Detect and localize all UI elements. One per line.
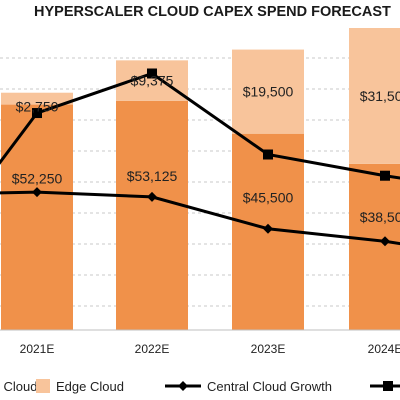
chart-title: HYPERSCALER CLOUD CAPEX SPEND FORECAST: [34, 4, 391, 20]
x-tick-2023e: 2023E: [251, 342, 286, 356]
marker-edge-cloud-growth-2024e: [380, 170, 390, 181]
x-tick-2024e: 2024E: [368, 342, 400, 356]
legend-item-edge-cloud: Edge Cloud: [36, 379, 124, 394]
bar-central-cloud-2022e: [116, 100, 188, 330]
bar-edge-cloud-2024e: [349, 28, 400, 164]
bar-edge-cloud-2023e: [232, 49, 304, 134]
data-label-edge-cloud-2023e: $19,500: [243, 84, 294, 100]
legend-item-edge-cloud-growth: Edge Cloud Growth: [370, 381, 400, 391]
x-tick-2022e: 2022E: [135, 342, 170, 356]
data-label-edge-cloud-2024e: $31,500: [360, 88, 400, 104]
marker-edge-cloud-growth-2023e: [263, 149, 273, 160]
legend: Central Cloud Edge Cloud Central Cloud Gro…: [0, 379, 400, 394]
legend-swatch-edge-cloud: [36, 379, 50, 393]
legend-item-central-cloud-growth: Central Cloud Growth: [165, 379, 332, 394]
bars: [1, 28, 400, 330]
legend-label-central-cloud-growth: Central Cloud Growth: [207, 379, 332, 394]
data-labels: $52,250 $2,750 $53,125 $9,375 $45,500 $19,500…: [12, 73, 400, 225]
legend-marker-edge-cloud-growth: [383, 381, 393, 391]
marker-edge-cloud-growth-2021e: [32, 108, 42, 119]
legend-item-central-cloud: Central Cloud: [0, 379, 38, 394]
x-axis: 2021E 2022E 2023E 2024E: [0, 329, 400, 356]
data-label-edge-cloud-2022e: $9,375: [131, 73, 174, 89]
growth-lines: [0, 68, 400, 247]
marker-edge-cloud-growth-2022e: [147, 68, 157, 79]
data-label-central-cloud-2021e: $52,250: [12, 170, 63, 186]
bar-central-cloud-2024e: [349, 163, 400, 330]
legend-marker-central-cloud-growth: [178, 381, 188, 391]
data-label-edge-cloud-2021e: $2,750: [16, 99, 59, 115]
marker-central-cloud-growth-2024e: [380, 236, 390, 247]
bar-central-cloud-2021e: [1, 104, 73, 330]
data-label-central-cloud-2022e: $53,125: [127, 168, 178, 184]
legend-label-central-cloud: Central Cloud: [0, 379, 38, 394]
marker-central-cloud-growth-2023e: [263, 223, 273, 234]
data-label-central-cloud-2024e: $38,500: [360, 209, 400, 225]
legend-label-edge-cloud: Edge Cloud: [56, 379, 124, 394]
x-tick-2021e: 2021E: [20, 342, 55, 356]
marker-central-cloud-growth-2022e: [147, 191, 157, 202]
data-label-central-cloud-2023e: $45,500: [243, 189, 294, 205]
bar-edge-cloud-2021e: [1, 92, 73, 105]
marker-central-cloud-growth-2021e: [32, 187, 42, 198]
